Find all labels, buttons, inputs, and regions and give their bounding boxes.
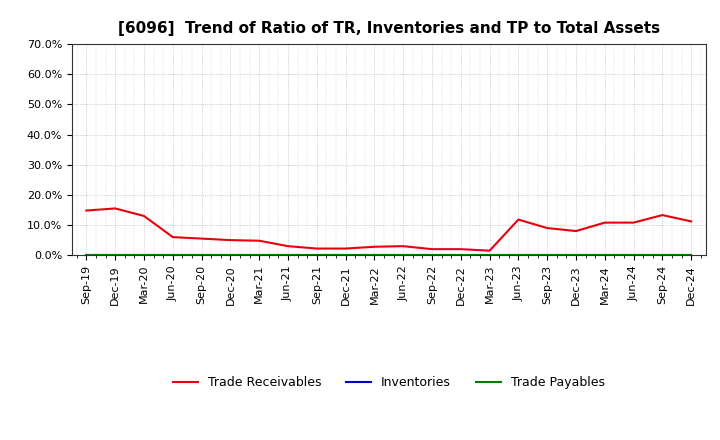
Trade Receivables: [514, 217, 523, 222]
Trade Receivables: [312, 246, 321, 251]
Trade Receivables: [543, 225, 552, 231]
Inventories: [284, 253, 292, 258]
Trade Receivables: [428, 246, 436, 252]
Trade Receivables: [370, 244, 379, 249]
Trade Payables: [399, 253, 408, 258]
Trade Receivables: [255, 238, 264, 243]
Trade Payables: [514, 253, 523, 258]
Trade Receivables: [226, 238, 235, 243]
Trade Receivables: [284, 243, 292, 249]
Trade Receivables: [600, 220, 609, 225]
Inventories: [572, 253, 580, 258]
Trade Payables: [485, 253, 494, 258]
Trade Payables: [255, 253, 264, 258]
Line: Trade Receivables: Trade Receivables: [86, 209, 691, 251]
Trade Receivables: [82, 208, 91, 213]
Inventories: [226, 253, 235, 258]
Inventories: [140, 253, 148, 258]
Inventories: [456, 253, 465, 258]
Trade Payables: [629, 253, 638, 258]
Inventories: [658, 253, 667, 258]
Trade Payables: [543, 253, 552, 258]
Trade Payables: [168, 253, 177, 258]
Trade Payables: [226, 253, 235, 258]
Inventories: [428, 253, 436, 258]
Trade Receivables: [687, 219, 696, 224]
Trade Payables: [82, 253, 91, 258]
Trade Receivables: [111, 206, 120, 211]
Inventories: [255, 253, 264, 258]
Inventories: [600, 253, 609, 258]
Inventories: [111, 253, 120, 258]
Trade Receivables: [572, 228, 580, 234]
Inventories: [82, 253, 91, 258]
Trade Receivables: [456, 246, 465, 252]
Trade Payables: [687, 253, 696, 258]
Inventories: [197, 253, 206, 258]
Inventories: [168, 253, 177, 258]
Trade Payables: [600, 253, 609, 258]
Inventories: [399, 253, 408, 258]
Trade Receivables: [140, 213, 148, 219]
Inventories: [370, 253, 379, 258]
Trade Payables: [370, 253, 379, 258]
Legend: Trade Receivables, Inventories, Trade Payables: Trade Receivables, Inventories, Trade Pa…: [168, 371, 610, 394]
Trade Payables: [111, 253, 120, 258]
Trade Payables: [658, 253, 667, 258]
Trade Payables: [140, 253, 148, 258]
Inventories: [485, 253, 494, 258]
Inventories: [543, 253, 552, 258]
Trade Payables: [572, 253, 580, 258]
Trade Payables: [456, 253, 465, 258]
Trade Payables: [284, 253, 292, 258]
Trade Receivables: [658, 213, 667, 218]
Trade Receivables: [629, 220, 638, 225]
Title: [6096]  Trend of Ratio of TR, Inventories and TP to Total Assets: [6096] Trend of Ratio of TR, Inventories…: [118, 21, 660, 36]
Trade Payables: [428, 253, 436, 258]
Inventories: [341, 253, 350, 258]
Trade Payables: [197, 253, 206, 258]
Trade Receivables: [399, 243, 408, 249]
Trade Payables: [341, 253, 350, 258]
Trade Receivables: [485, 248, 494, 253]
Inventories: [687, 253, 696, 258]
Inventories: [514, 253, 523, 258]
Inventories: [629, 253, 638, 258]
Trade Payables: [312, 253, 321, 258]
Trade Receivables: [197, 236, 206, 241]
Trade Receivables: [341, 246, 350, 251]
Inventories: [312, 253, 321, 258]
Trade Receivables: [168, 235, 177, 240]
